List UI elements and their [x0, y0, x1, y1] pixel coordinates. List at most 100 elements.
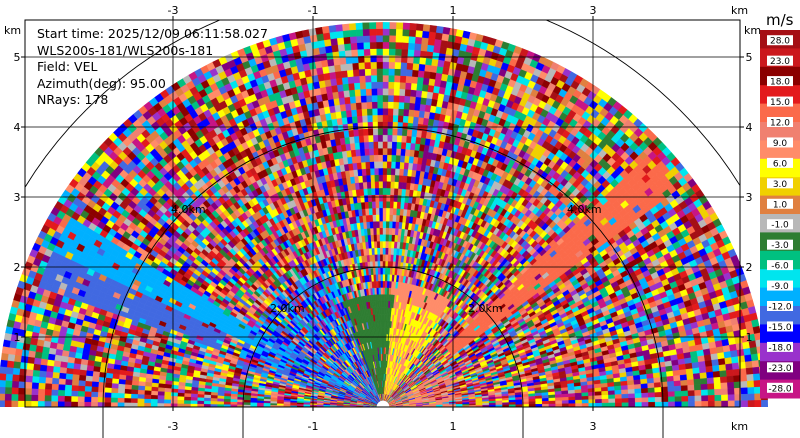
radar-cell: [11, 373, 20, 382]
radar-cell: [57, 383, 66, 391]
radar-cell: [361, 101, 368, 110]
radar-cell: [361, 108, 368, 116]
radar-cell: [365, 161, 371, 169]
radar-cell: [365, 75, 372, 83]
radar-cell: [357, 168, 363, 177]
radar-cell: [356, 108, 363, 117]
radar-cell: [376, 220, 381, 229]
radar-cell: [347, 76, 355, 84]
radar-cell: [203, 400, 211, 405]
radar-cell: [117, 397, 125, 403]
radar-cell: [363, 35, 371, 43]
radar-cell: [369, 154, 375, 162]
radar-cell: [123, 397, 132, 403]
radar-cell: [379, 300, 382, 308]
radar-cell: [64, 395, 72, 402]
radar-cell: [369, 214, 374, 222]
radar-cell: [37, 388, 46, 396]
radar-cell: [77, 390, 85, 397]
radar-cell: [337, 90, 345, 99]
radar-cell: [104, 387, 112, 393]
radar-cell: [37, 394, 45, 402]
radar-cell: [362, 28, 371, 37]
radar-cell: [51, 377, 60, 385]
radar-cell: [376, 234, 381, 242]
radar-cell: [341, 76, 349, 85]
radar-cell: [0, 372, 7, 381]
radar-cell: [361, 168, 367, 176]
radar-cell: [346, 62, 354, 71]
radar-cell: [366, 108, 373, 116]
radar-cell: [31, 375, 40, 383]
radar-cell: [329, 31, 338, 40]
radar-cell: [336, 83, 344, 92]
radar-cell: [170, 395, 178, 400]
radar-cell: [164, 391, 172, 397]
radar-cell: [332, 91, 340, 100]
radar-cell: [371, 187, 376, 196]
radar-cell: [90, 391, 99, 398]
radar-cell: [373, 141, 379, 149]
radar-cell: [46, 359, 55, 367]
radar-cell: [374, 254, 379, 262]
radar-cell: [367, 128, 374, 136]
radar-cell: [104, 382, 113, 389]
radar-cell: [348, 82, 356, 91]
radar-cell: [366, 94, 373, 103]
radar-cell: [362, 175, 368, 183]
radar-cell: [359, 141, 365, 150]
radar-cell: [372, 207, 377, 216]
radar-cell: [367, 194, 373, 202]
radar-cell: [344, 96, 351, 105]
radar-cell: [359, 75, 367, 83]
radar-cell: [34, 351, 43, 359]
radar-cell: [45, 370, 54, 378]
radar-cell: [24, 381, 33, 389]
radar-cell: [376, 227, 381, 235]
radar-cell: [52, 365, 61, 373]
radar-cell: [346, 69, 354, 78]
radar-cell: [163, 395, 172, 400]
radar-cell: [327, 58, 335, 67]
radar-cell: [31, 381, 39, 389]
radar-cell: [359, 148, 366, 156]
radar-cell: [223, 401, 231, 405]
radar-cell: [356, 42, 365, 50]
radar-cell: [24, 387, 32, 395]
radar-cell: [190, 403, 198, 408]
radar-cell: [371, 201, 377, 209]
radar-cell: [358, 68, 366, 77]
radar-cell: [12, 367, 21, 376]
radar-cell: [176, 403, 185, 408]
radar-cell: [362, 22, 370, 30]
radar-cell: [183, 403, 191, 408]
radar-cell: [343, 36, 352, 45]
radar-cell: [137, 398, 145, 404]
radar-cell: [367, 188, 373, 196]
radar-cell: [4, 400, 12, 408]
radar-cell: [330, 78, 338, 87]
radar-cell: [243, 401, 251, 405]
radar-cell: [177, 395, 185, 401]
radar-cell: [322, 32, 331, 41]
radar-cell: [354, 88, 362, 97]
radar-cell: [343, 89, 351, 98]
radar-cell: [143, 402, 151, 408]
radar-cell: [366, 101, 373, 109]
radar-cell: [368, 134, 374, 143]
radar-cell: [317, 39, 326, 48]
radar-cell: [358, 62, 366, 70]
radar-cell: [348, 129, 355, 138]
radar-cell: [117, 383, 126, 389]
radar-cell: [13, 354, 22, 363]
radar-cell: [104, 391, 112, 398]
radar-cell: [130, 402, 138, 408]
radar-cell: [26, 362, 35, 371]
radar-cell: [377, 254, 381, 262]
radar-cell: [335, 23, 344, 32]
radar-cell: [366, 227, 372, 236]
radar-cell: [57, 395, 65, 402]
radar-cell: [44, 382, 53, 390]
radar-cell: [373, 154, 379, 162]
radar-cell: [375, 187, 380, 195]
